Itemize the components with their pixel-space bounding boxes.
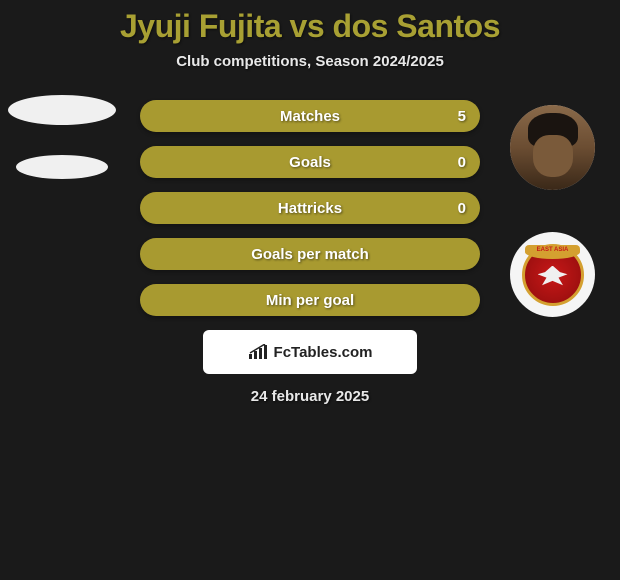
team-badge: EAST ASIA (510, 232, 595, 317)
player-avatar-placeholder (8, 95, 116, 125)
stat-row: Matches 5 (140, 100, 480, 132)
stats-list: Matches 5 Goals 0 Hattricks 0 Goals per … (140, 100, 480, 316)
right-player-column: EAST ASIA (510, 105, 595, 317)
stat-value-right: 0 (458, 154, 466, 171)
stat-value-right: 5 (458, 108, 466, 125)
date-label: 24 february 2025 (0, 388, 620, 405)
stat-label: Min per goal (266, 292, 354, 309)
team-badge-inner: EAST ASIA (522, 244, 584, 306)
stat-row: Goals 0 (140, 146, 480, 178)
comparison-content: Matches 5 Goals 0 Hattricks 0 Goals per … (0, 100, 620, 316)
stat-label: Matches (280, 108, 340, 125)
stat-label: Goals (289, 154, 331, 171)
stat-label: Goals per match (251, 246, 369, 263)
team-badge-ribbon: EAST ASIA (525, 245, 580, 259)
brand-label: FcTables.com (274, 344, 373, 361)
page-subtitle: Club competitions, Season 2024/2025 (0, 53, 620, 70)
eagle-icon (538, 266, 568, 288)
stat-value-right: 0 (458, 200, 466, 217)
player-face-icon (510, 105, 595, 190)
stat-row: Min per goal (140, 284, 480, 316)
page-title: Jyuji Fujita vs dos Santos (0, 8, 620, 45)
stat-row: Hattricks 0 (140, 192, 480, 224)
team-badge-placeholder (16, 155, 108, 179)
stat-row: Goals per match (140, 238, 480, 270)
player-avatar (510, 105, 595, 190)
stat-label: Hattricks (278, 200, 342, 217)
chart-icon (248, 344, 268, 360)
brand-badge[interactable]: FcTables.com (203, 330, 417, 374)
left-player-column (8, 95, 116, 179)
